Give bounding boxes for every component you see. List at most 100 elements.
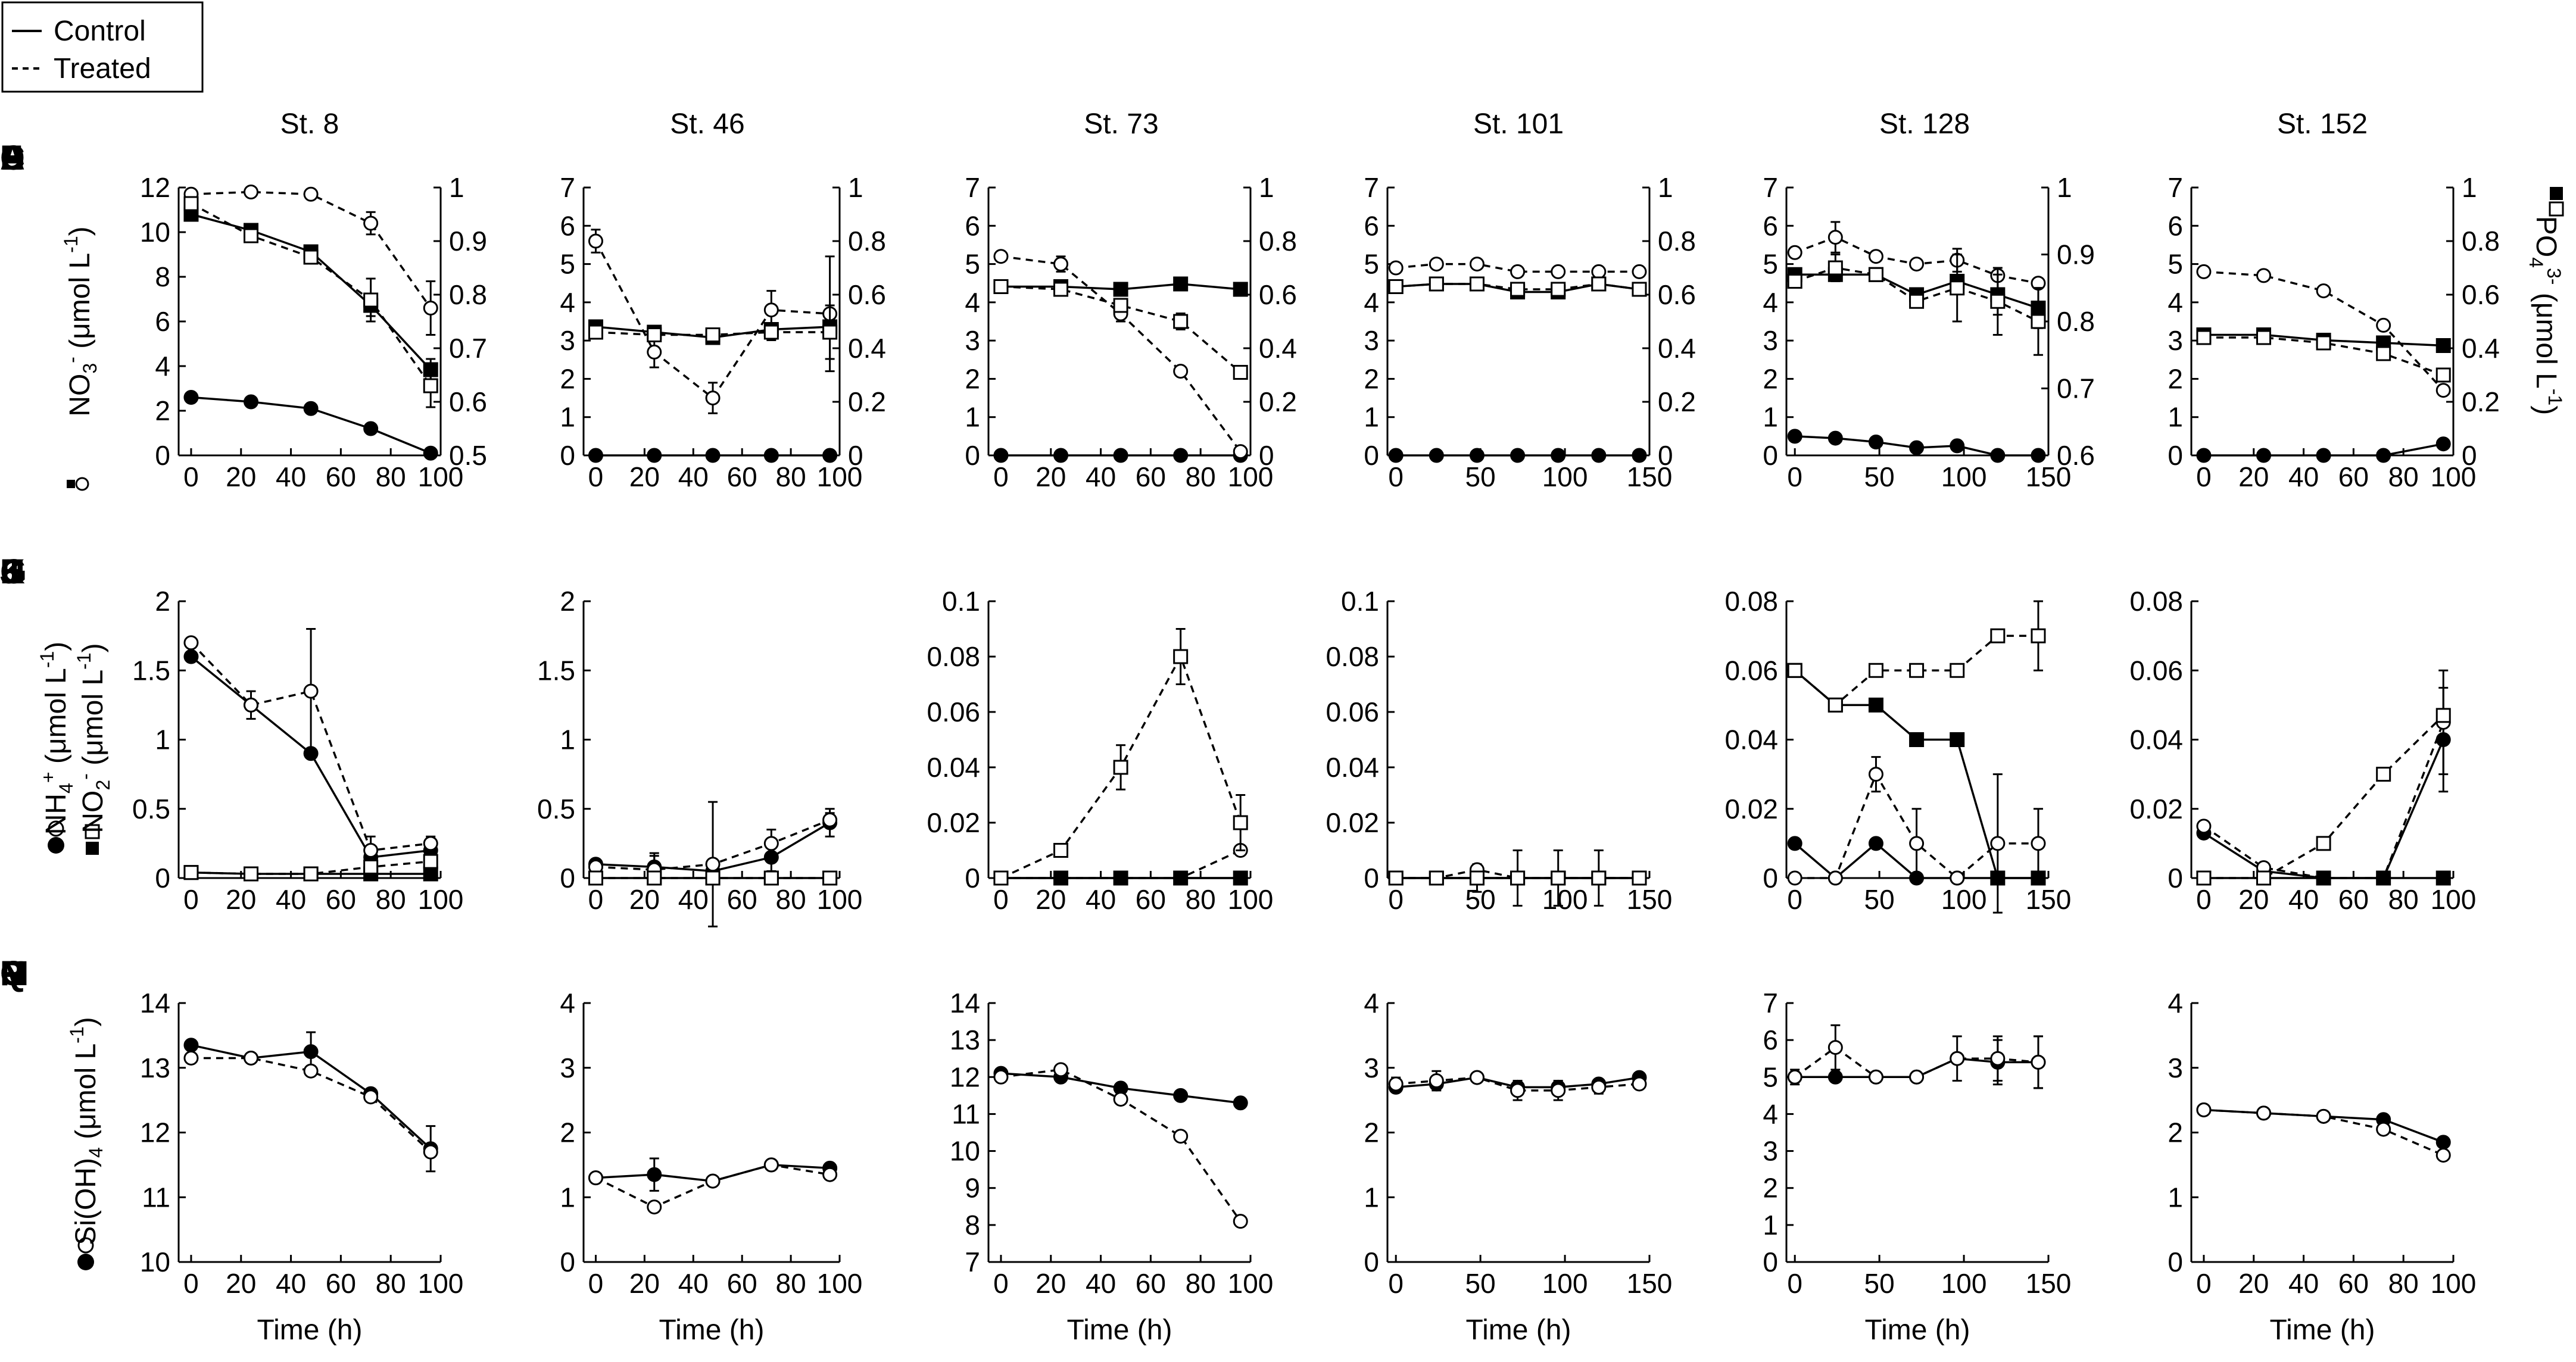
data-point-f-0 (2435, 436, 2451, 452)
series-h-1 (588, 801, 838, 927)
xtick-label-r: 80 (2388, 1268, 2419, 1299)
ylabel-row2-filled-circle-icon (48, 837, 64, 854)
data-point-d-3 (1429, 276, 1444, 292)
data-point-d-3 (1469, 276, 1485, 292)
ytick-label-a: 8 (155, 261, 170, 292)
ytick-label-g: 0 (155, 863, 170, 894)
xtick-label-q: 50 (1864, 1268, 1895, 1299)
xtick-label-m: 60 (326, 1268, 356, 1299)
xtick-label-h: 0 (588, 884, 604, 915)
data-point-a-1 (363, 215, 379, 231)
series-i-3 (993, 628, 1248, 886)
data-point-g-1 (183, 635, 199, 651)
xtick-label-h: 60 (727, 884, 757, 915)
data-point-m-1 (244, 1050, 259, 1066)
xtick-label-g: 0 (183, 884, 199, 915)
data-point-e-0 (1950, 438, 1965, 454)
xtick-label-n: 40 (678, 1268, 709, 1299)
y2tick-label-f: 0 (2462, 440, 2477, 471)
ytick-label-p: 1 (1364, 1182, 1379, 1213)
data-point-j-3 (1510, 870, 1526, 886)
xtick-label-d: 100 (1542, 461, 1588, 492)
data-point-j-3 (1469, 870, 1485, 886)
xtick-label-m: 100 (418, 1268, 464, 1299)
data-point-f-3 (2316, 335, 2331, 351)
data-point-p-1 (1591, 1079, 1607, 1095)
ytick-label-n: 3 (560, 1052, 575, 1083)
series-f-3 (2196, 330, 2451, 383)
data-point-i-3 (1233, 815, 1248, 830)
data-point-e-0 (1827, 430, 1843, 446)
y2tick-label-e: 0.7 (2057, 373, 2095, 404)
data-point-r-1 (2435, 1148, 2451, 1163)
data-point-i-2 (1173, 870, 1189, 886)
data-point-b-1 (705, 391, 721, 406)
data-point-e-3 (1990, 293, 2006, 309)
xtick-label-f: 40 (2288, 461, 2319, 492)
data-point-n-1 (705, 1173, 721, 1189)
data-point-c-1 (993, 249, 1009, 264)
data-point-k-3 (1827, 697, 1843, 713)
data-point-k-2 (1909, 732, 1925, 747)
ytick-label-i: 0.06 (927, 696, 980, 727)
ytick-label-p: 3 (1364, 1052, 1379, 1083)
data-point-m-1 (303, 1063, 319, 1079)
data-point-e-0 (1990, 448, 2006, 463)
ytick-label-c: 7 (965, 172, 980, 203)
column-title-st8: St. 8 (280, 108, 339, 140)
series-o-1 (993, 1062, 1248, 1229)
data-point-q-1 (1990, 1051, 2006, 1066)
data-point-h-1 (705, 857, 721, 872)
data-point-p-1 (1632, 1076, 1647, 1092)
data-point-d-0 (1388, 448, 1404, 463)
data-point-k-0 (1868, 836, 1883, 851)
data-point-a-0 (303, 401, 319, 416)
ytick-label-q: 3 (1763, 1136, 1778, 1167)
series-n-1 (588, 1157, 838, 1215)
data-point-d-3 (1388, 279, 1404, 294)
data-point-h-3 (647, 870, 662, 886)
y2tick-label-c: 0.4 (1259, 333, 1297, 364)
ytick-label-k: 0.06 (1724, 655, 1778, 686)
ylabel-row1-right-open-square-icon (2549, 201, 2564, 217)
panel-letter-q: Q (0, 954, 27, 993)
data-point-d-0 (1632, 448, 1647, 463)
data-point-k-3 (1787, 663, 1802, 678)
xtick-label-a: 0 (183, 461, 199, 492)
data-point-q-1 (2031, 1054, 2046, 1070)
data-point-a-3 (183, 196, 199, 211)
series-line-b-1 (594, 240, 830, 400)
data-point-g-3 (363, 859, 379, 874)
ylabel-row1-left-text: NO3- (μmol L-1) (60, 226, 101, 416)
data-point-h-1 (763, 836, 779, 851)
xtick-label-j: 100 (1542, 884, 1588, 915)
ylabel-row2-open-square-icon (85, 824, 100, 839)
ytick-label-e: 2 (1763, 363, 1778, 394)
data-point-d-0 (1510, 448, 1526, 463)
y2tick-label-e: 0.9 (2057, 239, 2095, 270)
xtick-label-g: 60 (326, 884, 356, 915)
ytick-label-m: 14 (140, 988, 170, 1019)
data-point-i-3 (1113, 760, 1128, 775)
ytick-label-e: 0 (1763, 440, 1778, 471)
ylabel-row3-text: Si(OH)4 (μmol L-1) (66, 1017, 107, 1245)
panel-letter-b: B (0, 139, 25, 177)
data-point-d-1 (1469, 257, 1485, 272)
data-point-l-3 (2376, 767, 2391, 782)
ylabel-row2-filled-square-icon (86, 842, 99, 855)
data-point-c-3 (1173, 314, 1189, 329)
xtick-label-b: 0 (588, 461, 604, 492)
ytick-label-d: 4 (1364, 287, 1379, 318)
data-point-e-0 (1868, 435, 1883, 449)
ytick-label-k: 0.08 (1724, 586, 1778, 617)
data-point-k-1 (2031, 836, 2046, 851)
data-point-m-0 (183, 1038, 199, 1053)
data-point-e-3 (1868, 267, 1883, 282)
data-point-p-1 (1510, 1083, 1526, 1098)
data-point-l-3 (2256, 870, 2272, 886)
data-point-a-3 (303, 249, 319, 265)
ylabel-row2-nh4-text: NH4+ (μmol L-1) (36, 642, 77, 835)
panel-letter-c: C (0, 139, 25, 177)
